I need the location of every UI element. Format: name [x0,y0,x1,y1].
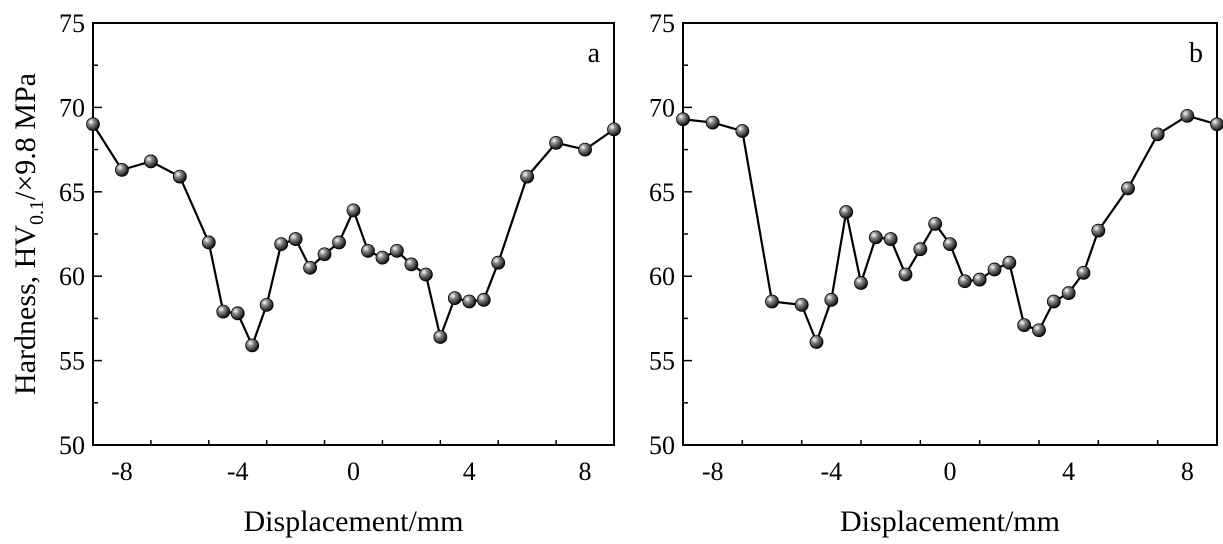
plot-frame [92,22,615,446]
data-point [230,306,245,321]
data-point [332,235,346,250]
y-axis-label-subscript: 0.1 [26,200,48,225]
data-point [1091,223,1106,238]
data-point [245,338,260,353]
data-point [216,304,231,319]
data-point [913,242,928,257]
data-point [549,135,564,150]
y-tick-label: 55 [59,347,85,376]
data-point [794,297,809,312]
data-point [1210,117,1223,132]
data-point [735,124,750,138]
data-point [491,255,506,270]
y-tick-label: 60 [59,262,85,291]
data-point [607,122,621,137]
x-tick-label: 4 [1062,457,1075,486]
panel-label: b [1189,38,1203,69]
data-point [943,237,957,252]
y-tick-label: 70 [649,93,675,122]
data-point [476,292,491,307]
y-tick-label: 50 [59,431,85,460]
data-point [303,260,317,275]
data-point [317,247,332,262]
series-line [682,114,1218,346]
data-point [346,203,361,218]
data-point [765,294,779,309]
y-tick-label: 55 [649,347,675,376]
data-point [1121,181,1135,196]
data-point [1061,286,1076,300]
data-point [883,232,898,246]
panel-label: a [588,38,601,69]
chart-panel-a: 50 55 60 65 70 75 -8 -4 0 4 8 Displacement/mm a [59,9,621,538]
plot-frame [682,22,1218,446]
data-point [520,169,535,184]
data-point [390,243,404,258]
data-point [274,237,289,252]
x-tick-label: 8 [579,457,592,486]
data-point [172,169,187,184]
y-tick-label: 65 [649,178,675,207]
y-tick-label: 50 [649,431,675,460]
y-tick-label: 75 [649,9,675,38]
data-point [361,243,375,258]
x-axis-label: Displacement/mm [244,505,464,538]
data-point [433,330,448,344]
data-point [462,294,477,309]
data-point [418,267,433,282]
x-tick-label: -8 [702,457,724,486]
y-tick-label: 70 [59,93,85,122]
data-point [578,142,592,157]
x-tick-label: 4 [463,457,476,486]
chart-panel-b: 50 55 60 65 70 75 -8 -4 0 4 8 Displacement/mm b [649,9,1223,538]
data-point [854,276,868,290]
data-point [824,292,839,307]
data-point [288,232,303,246]
data-point [1180,108,1195,123]
x-tick-label: -8 [111,457,133,486]
data-point [1150,127,1165,142]
data-point [447,291,462,306]
data-point [839,205,854,219]
data-point [957,274,972,289]
data-point [705,115,720,130]
data-point [143,154,158,169]
data-point [987,262,1002,277]
data-point [1076,265,1091,280]
y-axis-label: Hardness, HV0.1/×9.8 MPa [9,73,48,395]
y-axis-label-unit: /×9.8 MPa [9,73,42,200]
data-point [86,117,100,132]
x-tick-label: -4 [227,457,249,486]
x-tick-label: -4 [820,457,842,486]
data-point [404,257,419,272]
x-tick-label: 8 [1181,457,1194,486]
data-point [115,162,129,177]
x-axis-label: Displacement/mm [840,505,1060,538]
y-axis-label-main: Hardness, HV [9,225,42,395]
y-tick-label: 60 [649,262,675,291]
svg-text:Hardness, HV0.1/×9.8 MPa: Hardness, HV0.1/×9.8 MPa [9,73,48,395]
data-point [972,272,987,287]
data-point [259,297,274,312]
series-line [92,123,615,349]
data-point [928,216,943,231]
x-tick-label: 0 [944,457,957,486]
data-point [1002,255,1017,270]
data-point [898,267,913,282]
y-tick-label: 65 [59,178,85,207]
data-point [1017,318,1032,333]
data-point [868,230,883,245]
x-tick-label: 0 [347,457,360,486]
data-point [375,250,390,265]
data-point [809,335,824,349]
data-point [1032,323,1046,338]
y-tick-label: 75 [59,9,85,38]
data-point [1046,294,1061,309]
data-point [676,112,690,127]
data-point [201,235,216,250]
